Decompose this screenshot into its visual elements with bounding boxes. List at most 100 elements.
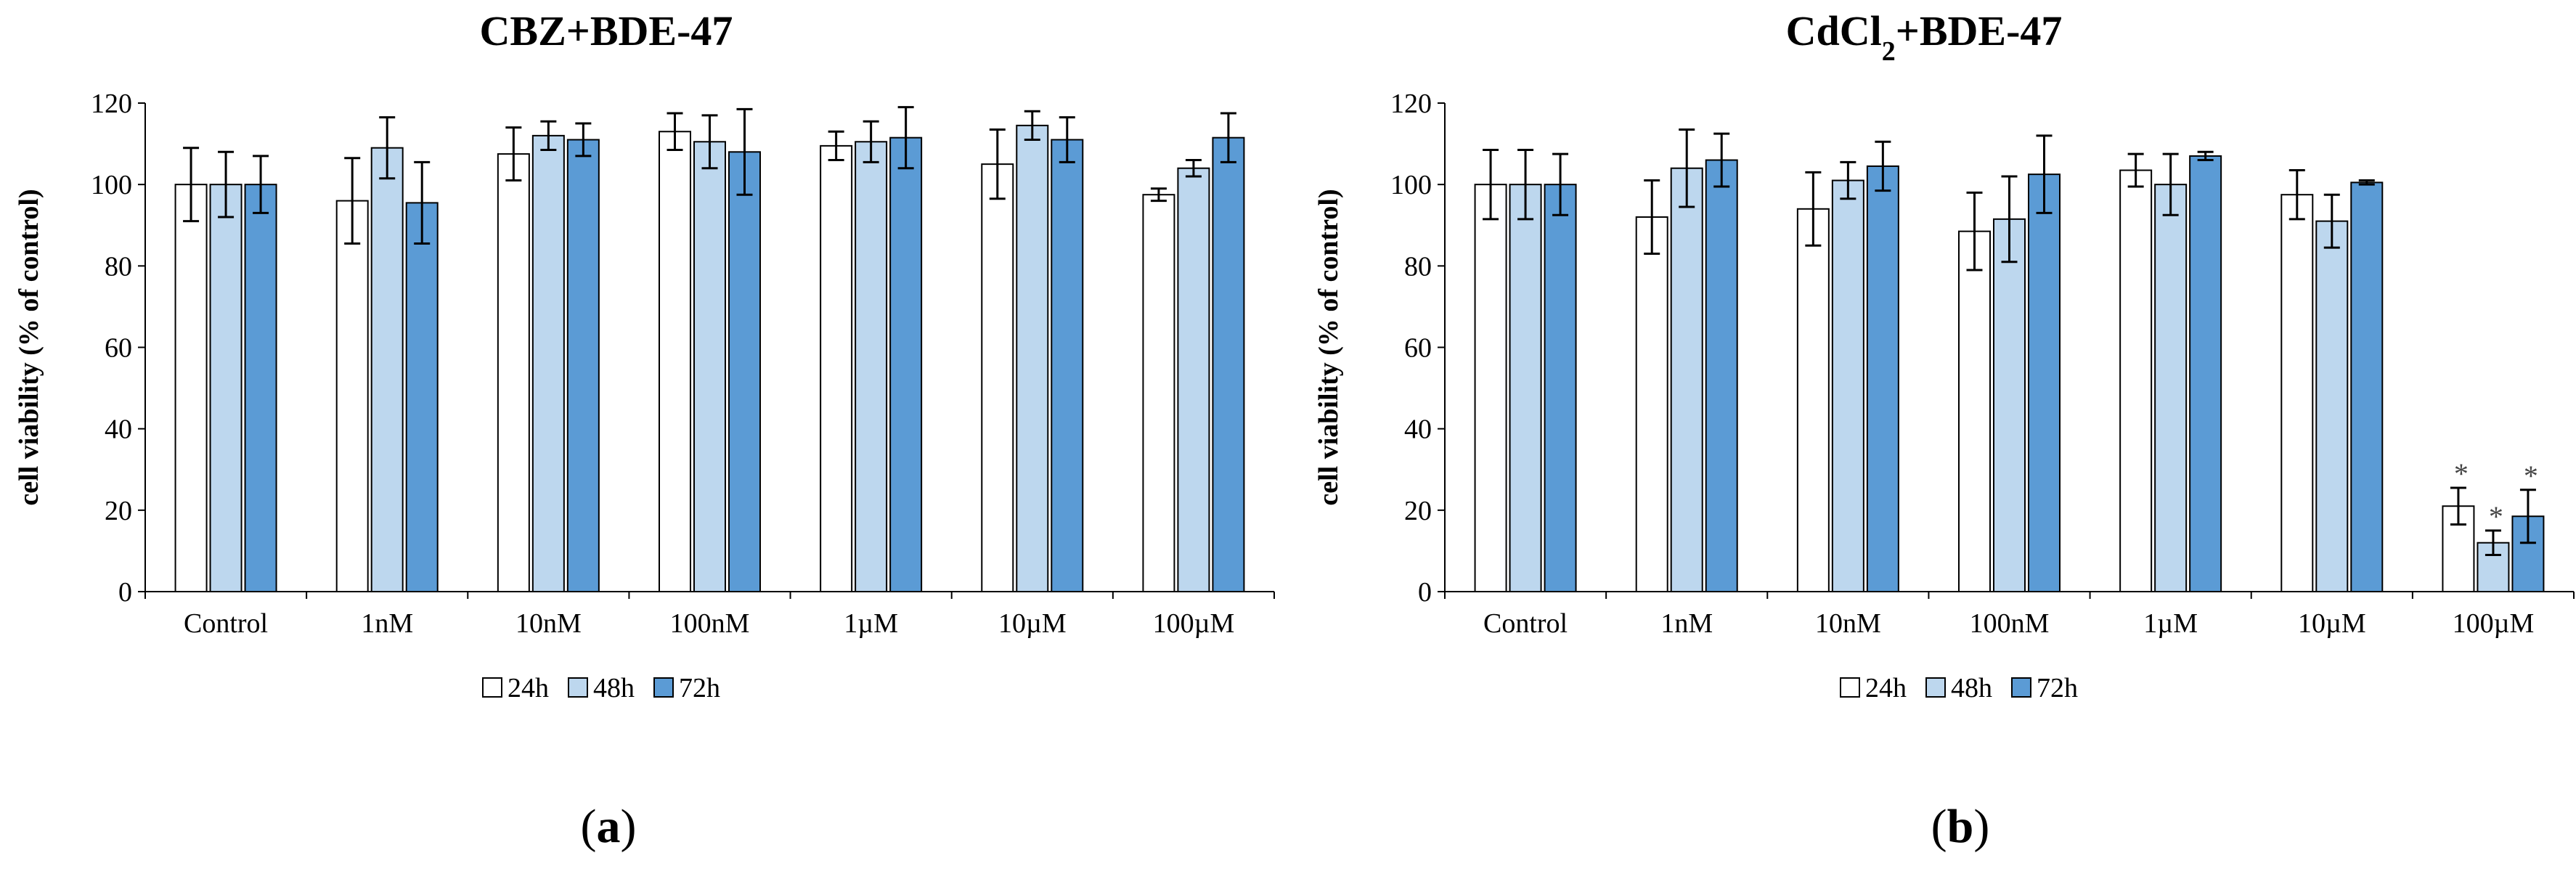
chart-title-main: CdCl (1786, 7, 1882, 54)
legend-swatch-48h (1925, 677, 1946, 698)
bar-24h (1958, 230, 1991, 592)
y-tick-label: 80 (1404, 251, 1432, 282)
bar-72h (1866, 165, 1899, 593)
bar-48h (531, 134, 565, 593)
bar-48h (855, 141, 888, 592)
bar-48h (2154, 184, 2188, 592)
legend-label: 48h (1951, 673, 1992, 703)
bar-48h (1993, 218, 2026, 592)
y-tick-label: 20 (1404, 496, 1432, 526)
bar-72h (889, 136, 923, 592)
chart-title: CBZ+BDE-47 (480, 7, 733, 54)
legend-swatch-72h (653, 677, 674, 698)
legend-swatch-24h (482, 677, 502, 698)
bar-72h (1051, 139, 1084, 593)
y-tick-label: 40 (105, 414, 132, 445)
x-tick-label: 100µM (1153, 608, 1235, 639)
panel-letter-text: a (597, 800, 621, 853)
bar-24h (1474, 184, 1507, 592)
x-tick-label: 10nM (515, 608, 582, 639)
bar-48h (2315, 220, 2349, 592)
bar-48h (1509, 184, 1542, 592)
panel-letter-text: b (1947, 800, 1974, 853)
bar-48h (1670, 167, 1703, 592)
bar-72h (1544, 184, 1577, 592)
bar-48h (209, 184, 242, 592)
x-tick-label: 1nM (1660, 608, 1713, 639)
x-tick-label: 100nM (670, 608, 750, 639)
bar-24h (497, 153, 530, 592)
bar-48h (1177, 167, 1210, 592)
legend-label: 24h (1865, 673, 1907, 703)
panel-letter-close: ) (621, 800, 637, 853)
bar-48h (1831, 179, 1864, 592)
bar-48h (370, 147, 404, 593)
y-tick-label: 0 (118, 577, 132, 608)
bar-72h (2189, 155, 2222, 593)
x-tick-label: 1µM (2143, 608, 2198, 639)
panel-letter-open: ( (581, 800, 597, 853)
bar-72h (2350, 181, 2384, 593)
chart-title-subscript: 2 (1882, 36, 1896, 67)
x-tick-label: 1µM (844, 608, 898, 639)
bar-72h (728, 151, 761, 593)
bar-48h (1016, 124, 1049, 593)
x-tick-label: 100µM (2453, 608, 2535, 639)
bar-72h (2028, 173, 2061, 593)
bar-72h (405, 202, 439, 592)
x-tick-label: 10nM (1815, 608, 1881, 639)
significance-marker: * (2524, 460, 2538, 492)
y-axis-label: cell viability (% of control) (14, 189, 44, 505)
bar-48h (693, 141, 726, 592)
y-tick-label: 20 (105, 496, 132, 526)
legend-label: 48h (593, 673, 635, 703)
legend-label: 24h (508, 673, 549, 703)
panel-letter: (b) (1931, 800, 1990, 853)
y-tick-label: 100 (91, 170, 132, 200)
y-tick-label: 120 (91, 89, 132, 119)
panel-letter: (a) (581, 800, 637, 853)
bar-72h (1212, 136, 1245, 592)
bar-24h (1796, 208, 1830, 593)
y-tick-label: 80 (105, 251, 132, 282)
y-tick-label: 60 (105, 333, 132, 364)
bar-24h (981, 163, 1014, 592)
bar-24h (1635, 216, 1668, 592)
bar-24h (335, 200, 369, 593)
x-tick-label: 100nM (1970, 608, 2050, 639)
legend-label: 72h (2037, 673, 2078, 703)
chart-title-main: CBZ+BDE-47 (480, 7, 733, 54)
x-tick-label: Control (1483, 608, 1568, 639)
bar-24h (174, 184, 208, 592)
x-tick-label: 10µM (2298, 608, 2366, 639)
y-tick-label: 120 (1390, 89, 1432, 119)
bar-24h (820, 144, 853, 592)
bar-24h (2281, 194, 2314, 592)
legend-swatch-72h (2011, 677, 2031, 698)
x-tick-label: 10µM (998, 608, 1067, 639)
y-tick-label: 60 (1404, 333, 1432, 364)
y-tick-label: 40 (1404, 414, 1432, 445)
legend-swatch-48h (568, 677, 588, 698)
x-tick-label: Control (184, 608, 268, 639)
legend-label: 72h (679, 673, 720, 703)
x-tick-label: 1nM (361, 608, 413, 639)
bar-72h (566, 139, 600, 593)
y-tick-label: 100 (1390, 170, 1432, 200)
panel-b: CdCl2+BDE-47 0 20 40 60 80 100 120 cell viabilit… (1313, 7, 2575, 853)
legend-swatch-24h (1840, 677, 1860, 698)
bar-72h (1705, 159, 1738, 592)
panel-a: CBZ+BDE-47 0 20 40 60 80 100 120 cell viability … (14, 7, 1275, 853)
chart-title-tail: +BDE-47 (1896, 7, 2063, 54)
panel-letter-open: ( (1931, 800, 1947, 853)
bar-24h (659, 131, 691, 592)
bar-24h (1142, 194, 1175, 592)
panel-letter-close: ) (1973, 800, 1989, 853)
y-tick-label: 0 (1418, 577, 1432, 608)
significance-marker: * (2489, 500, 2503, 533)
bar-24h (2119, 169, 2153, 593)
significance-marker: * (2454, 457, 2469, 490)
y-axis-label: cell viability (% of control) (1313, 189, 1344, 505)
